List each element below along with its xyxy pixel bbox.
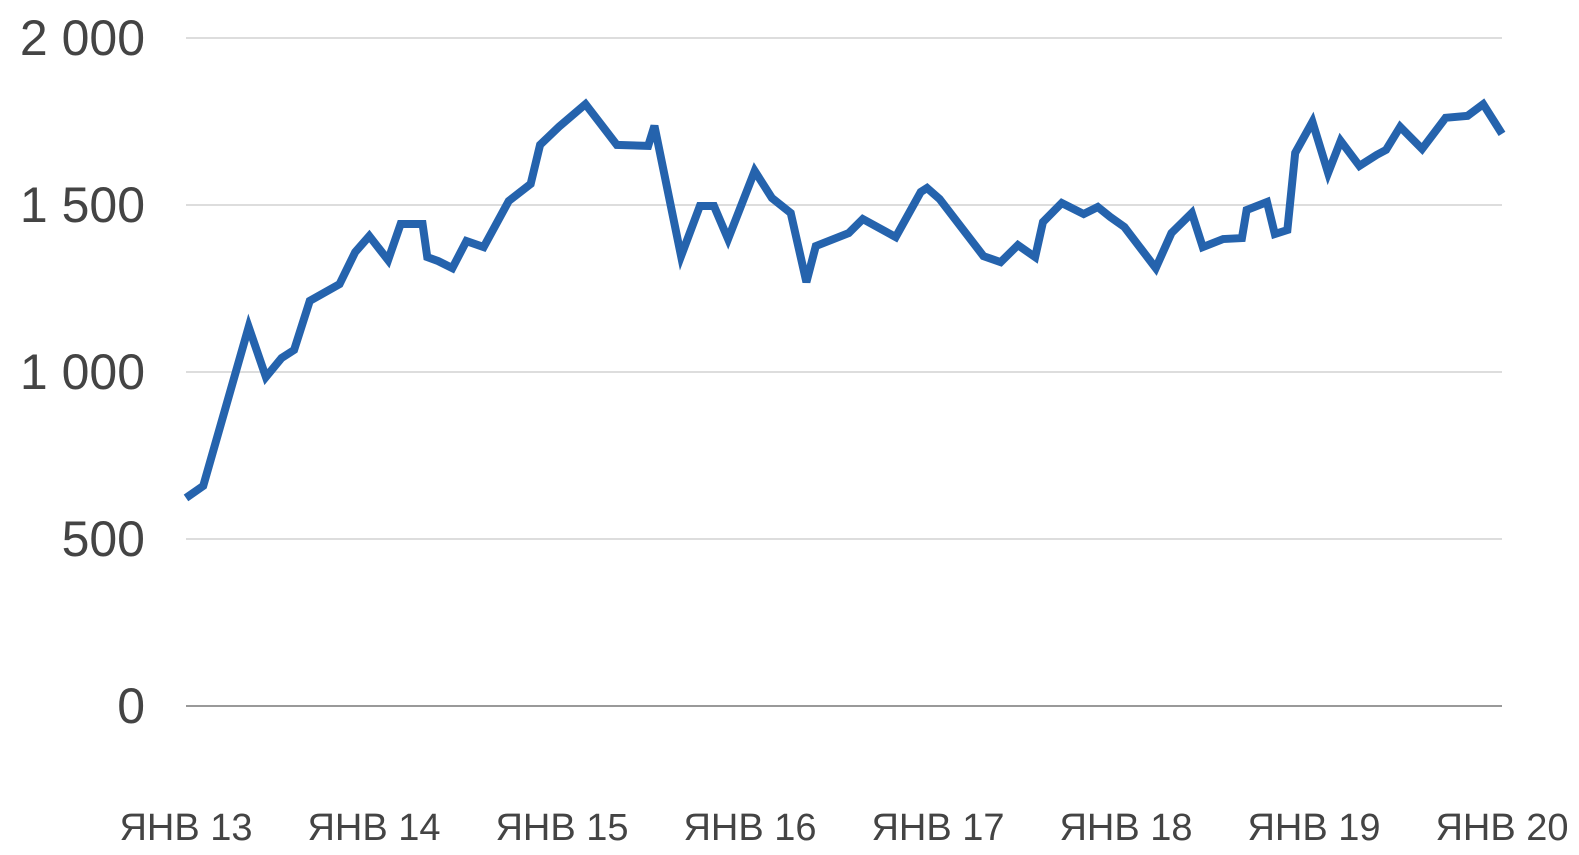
x-tick-label: ЯНВ 18 — [1059, 807, 1192, 849]
x-tick-label: ЯНВ 15 — [495, 807, 628, 849]
x-tick-label: ЯНВ 13 — [119, 807, 252, 849]
x-tick-label: ЯНВ 17 — [871, 807, 1004, 849]
data-line — [183, 98, 1506, 502]
y-tick-label: 500 — [62, 511, 145, 567]
x-tick-label: ЯНВ 19 — [1247, 807, 1380, 849]
y-tick-label: 2 000 — [20, 10, 145, 66]
x-tick-label: ЯНВ 16 — [683, 807, 816, 849]
y-tick-label: 0 — [117, 678, 145, 734]
x-tick-label: ЯНВ 14 — [307, 807, 440, 849]
x-tick-label: ЯНВ 20 — [1435, 807, 1568, 849]
y-tick-label: 1 000 — [20, 344, 145, 400]
y-tick-label: 1 500 — [20, 177, 145, 233]
